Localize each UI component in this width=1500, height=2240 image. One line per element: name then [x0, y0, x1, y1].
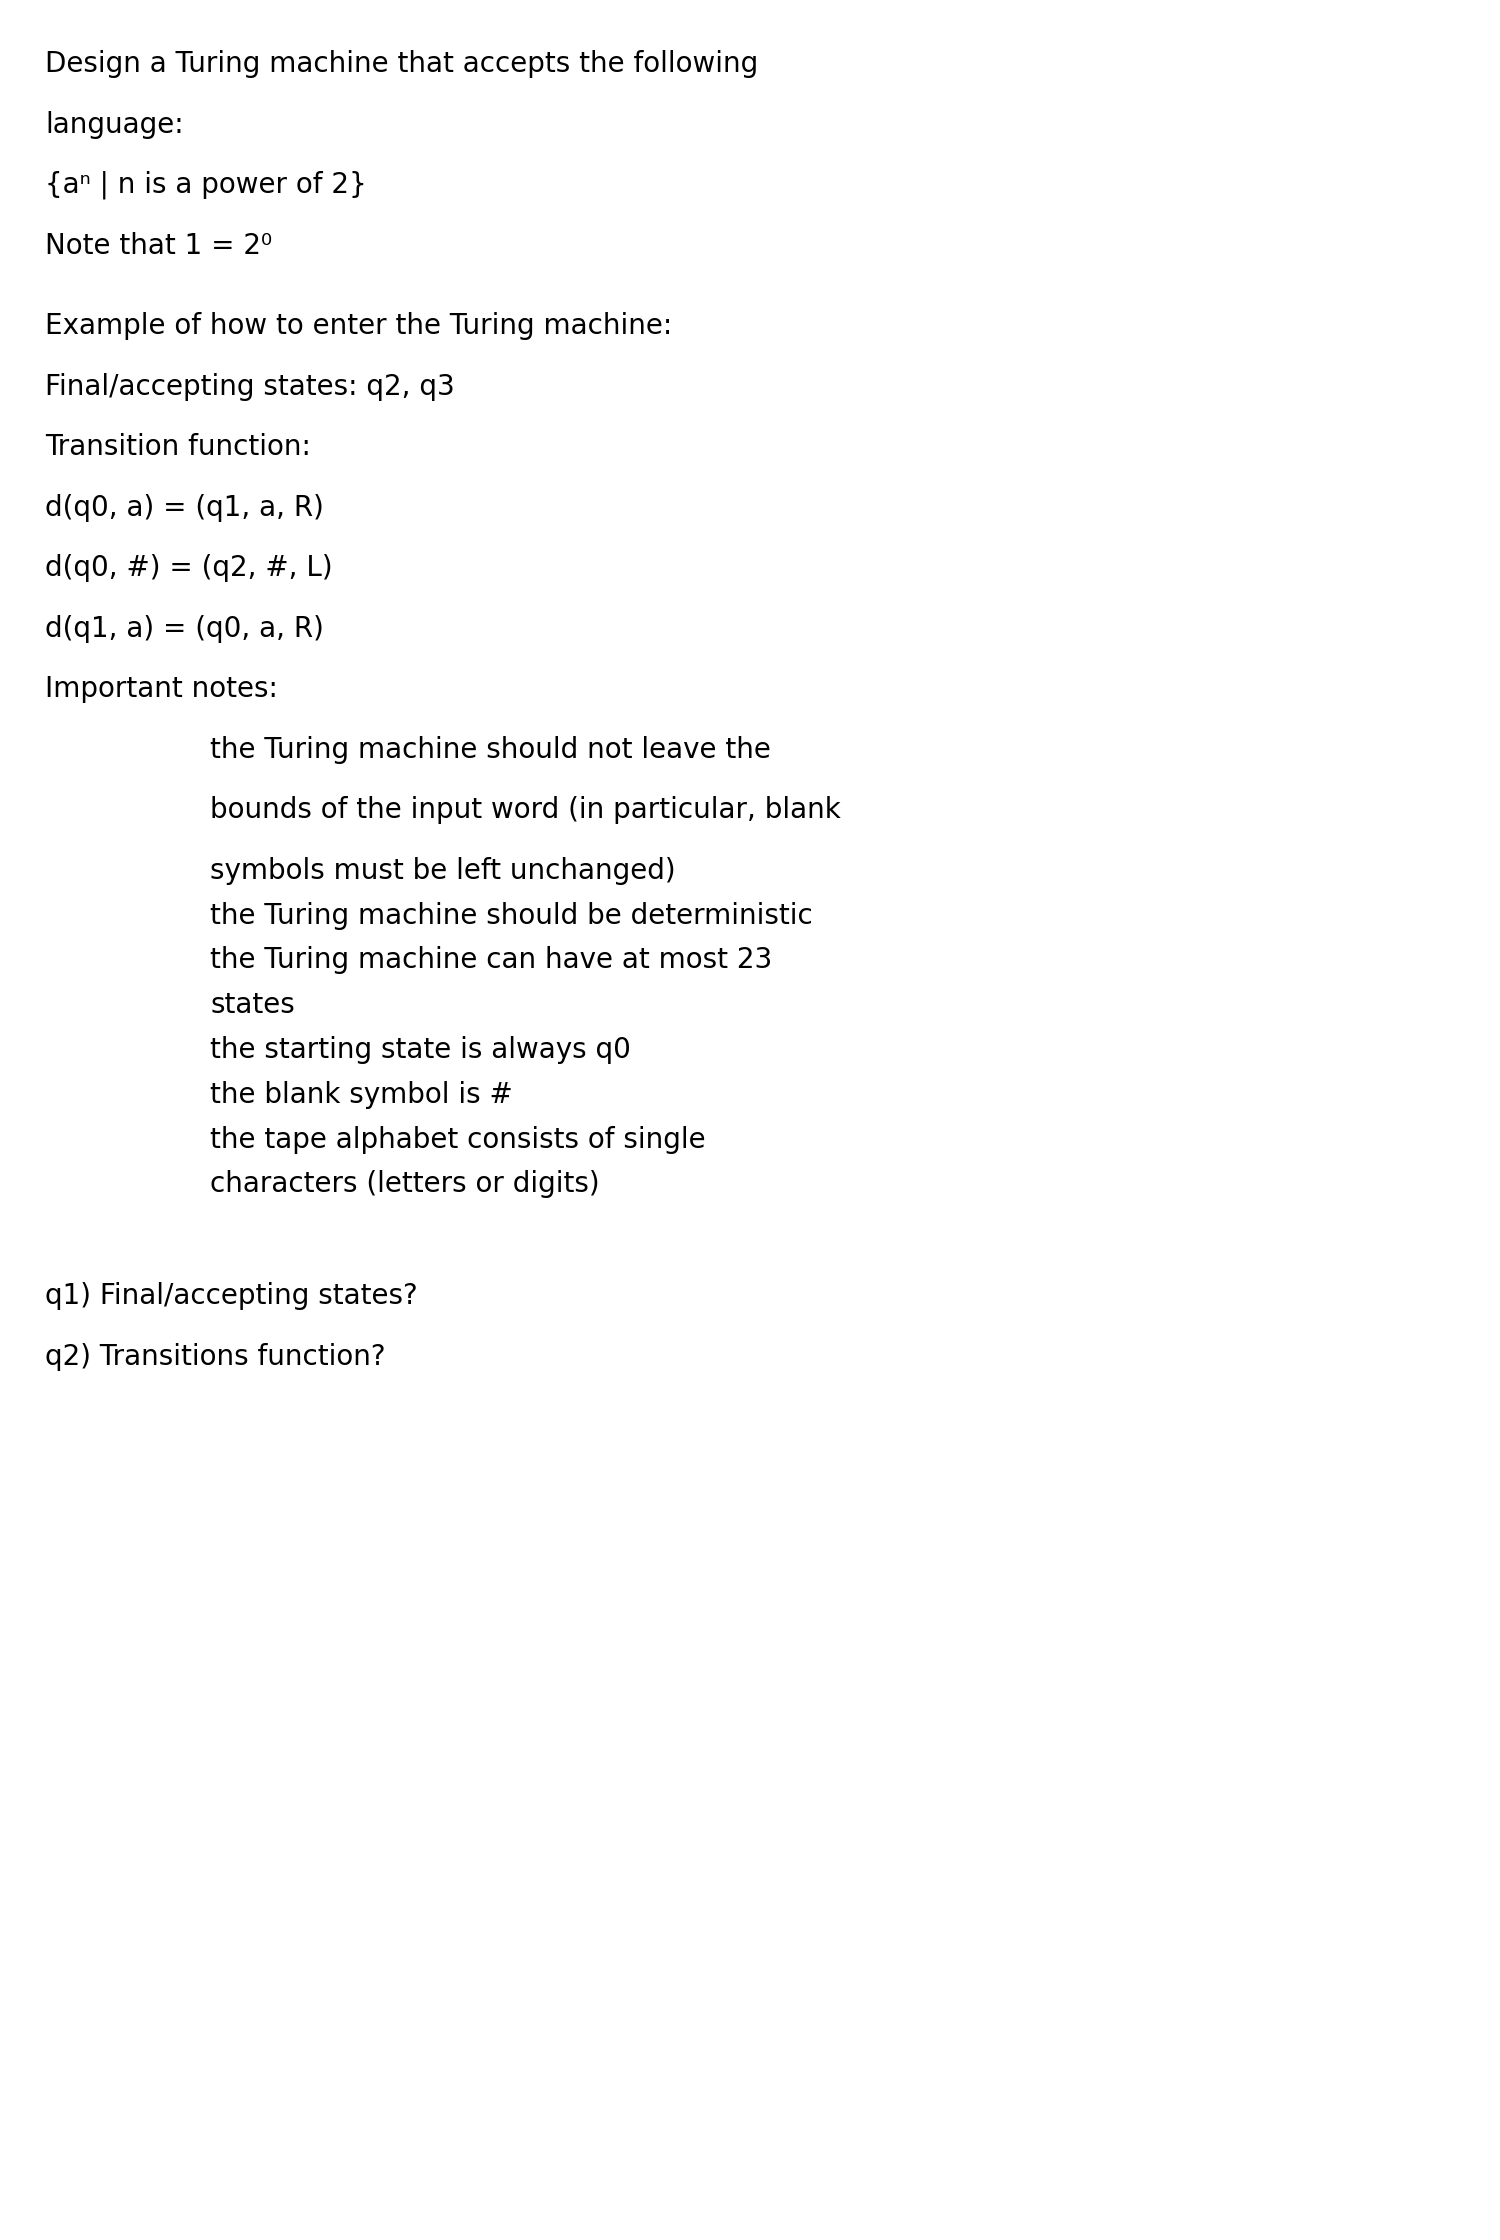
Text: bounds of the input word (in particular, blank: bounds of the input word (in particular,… — [210, 797, 840, 824]
Text: Example of how to enter the Turing machine:: Example of how to enter the Turing machi… — [45, 314, 672, 340]
Text: q1) Final/accepting states?: q1) Final/accepting states? — [45, 1281, 417, 1310]
Text: {aⁿ | n is a power of 2}: {aⁿ | n is a power of 2} — [45, 170, 366, 199]
Text: characters (letters or digits): characters (letters or digits) — [210, 1169, 600, 1198]
Text: Design a Turing machine that accepts the following: Design a Turing machine that accepts the… — [45, 52, 758, 78]
Text: d(q0, a) = (q1, a, R): d(q0, a) = (q1, a, R) — [45, 495, 324, 522]
Text: the Turing machine can have at most 23: the Turing machine can have at most 23 — [210, 948, 772, 974]
Text: the Turing machine should be deterministic: the Turing machine should be determinist… — [210, 903, 813, 930]
Text: states: states — [210, 990, 294, 1019]
Text: q2) Transitions function?: q2) Transitions function? — [45, 1344, 386, 1371]
Text: the starting state is always q0: the starting state is always q0 — [210, 1035, 632, 1064]
Text: symbols must be left unchanged): symbols must be left unchanged) — [210, 856, 675, 885]
Text: d(q0, #) = (q2, #, L): d(q0, #) = (q2, #, L) — [45, 556, 333, 582]
Text: Important notes:: Important notes: — [45, 676, 278, 703]
Text: d(q1, a) = (q0, a, R): d(q1, a) = (q0, a, R) — [45, 616, 324, 643]
Text: the tape alphabet consists of single: the tape alphabet consists of single — [210, 1127, 705, 1154]
Text: language:: language: — [45, 112, 183, 139]
Text: Final/accepting states: q2, q3: Final/accepting states: q2, q3 — [45, 374, 455, 401]
Text: Transition function:: Transition function: — [45, 432, 310, 461]
Text: Note that 1 = 2⁰: Note that 1 = 2⁰ — [45, 233, 272, 260]
Text: the Turing machine should not leave the: the Turing machine should not leave the — [210, 735, 771, 764]
Text: the blank symbol is #: the blank symbol is # — [210, 1082, 513, 1109]
